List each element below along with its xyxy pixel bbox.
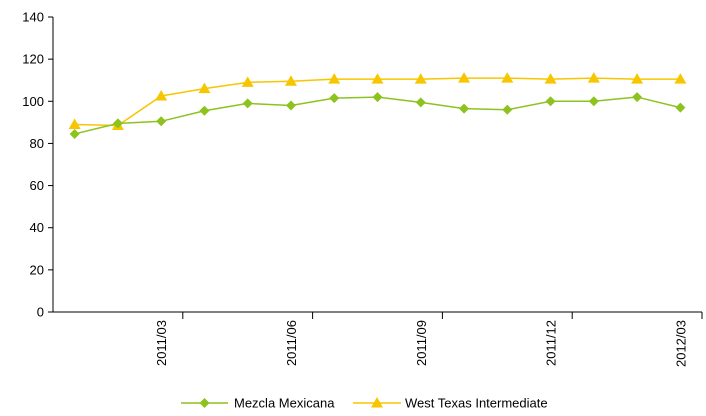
y-tick-label: 60 — [30, 178, 44, 193]
legend-item-mezcla-mexicana: Mezcla Mexicana — [181, 396, 335, 411]
series-line-mezcla-mexicana — [74, 96, 681, 135]
y-tick-label: 0 — [37, 305, 44, 320]
data-point-mezcla-mexicana — [632, 92, 643, 103]
data-point-mezcla-mexicana — [588, 96, 599, 107]
series-layer — [68, 72, 687, 139]
data-point-west-texas-intermediate — [284, 75, 297, 86]
data-point-west-texas-intermediate — [241, 76, 254, 87]
data-point-west-texas-intermediate — [544, 73, 557, 84]
data-point-mezcla-mexicana — [285, 100, 296, 111]
data-point-mezcla-mexicana — [372, 92, 383, 103]
legend-label-mezcla-mexicana: Mezcla Mexicana — [234, 396, 335, 411]
x-tick-label: 2011/03 — [154, 320, 169, 366]
data-point-mezcla-mexicana — [199, 105, 210, 116]
data-point-mezcla-mexicana — [69, 128, 80, 139]
legend-label-west-texas-intermediate: West Texas Intermediate — [405, 396, 548, 411]
y-tick-label: 120 — [22, 52, 44, 67]
data-point-mezcla-mexicana — [156, 116, 167, 127]
x-tick-label: 2012/03 — [673, 320, 688, 367]
data-point-west-texas-intermediate — [328, 73, 341, 84]
data-point-west-texas-intermediate — [414, 73, 427, 84]
data-point-west-texas-intermediate — [587, 72, 600, 83]
data-point-west-texas-intermediate — [155, 90, 168, 101]
data-point-mezcla-mexicana — [459, 103, 470, 114]
y-tick-label: 40 — [30, 220, 44, 235]
legend-item-west-texas-intermediate: West Texas Intermediate — [353, 396, 548, 411]
axes-layer: 0 20 40 60 80 100 120 140 2011/03 2011/06 2011/09 2… — [22, 10, 703, 367]
series-mezcla-mexicana — [69, 92, 686, 139]
data-point-mezcla-mexicana — [675, 102, 686, 113]
y-tick-label: 20 — [30, 262, 44, 277]
legend-marker-west-texas-intermediate — [371, 397, 383, 408]
legend: Mezcla Mexicana West Texas Intermediate — [181, 396, 548, 411]
data-point-west-texas-intermediate — [458, 72, 471, 83]
data-point-mezcla-mexicana — [415, 97, 426, 108]
data-point-west-texas-intermediate — [631, 73, 644, 84]
data-point-mezcla-mexicana — [502, 104, 513, 115]
data-point-west-texas-intermediate — [674, 73, 687, 84]
x-tick-label: 2011/12 — [544, 320, 559, 366]
legend-marker-mezcla-mexicana — [199, 398, 210, 408]
data-point-mezcla-mexicana — [329, 93, 340, 104]
x-tick-label: 2011/09 — [414, 320, 429, 366]
series-west-texas-intermediate — [68, 72, 687, 131]
data-point-west-texas-intermediate — [68, 118, 81, 129]
y-tick-label: 140 — [22, 10, 44, 25]
data-point-mezcla-mexicana — [112, 118, 123, 129]
data-point-west-texas-intermediate — [501, 72, 514, 83]
data-point-mezcla-mexicana — [545, 96, 556, 107]
x-tick-label: 2011/06 — [284, 320, 299, 366]
y-tick-label: 100 — [22, 94, 44, 109]
data-point-west-texas-intermediate — [198, 82, 211, 94]
y-tick-label: 80 — [30, 136, 44, 151]
data-point-west-texas-intermediate — [371, 73, 384, 84]
data-point-mezcla-mexicana — [242, 98, 253, 109]
